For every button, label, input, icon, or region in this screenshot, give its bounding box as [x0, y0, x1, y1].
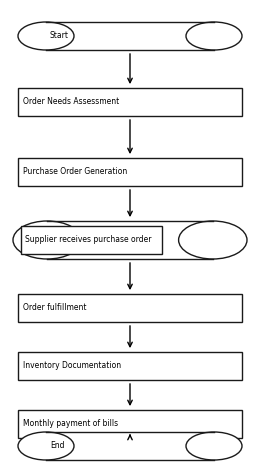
- Ellipse shape: [18, 22, 74, 50]
- Ellipse shape: [13, 221, 81, 259]
- Bar: [18, 158, 242, 186]
- Bar: [21, 226, 161, 254]
- Ellipse shape: [18, 432, 74, 460]
- Text: Order Needs Assessment: Order Needs Assessment: [23, 97, 119, 107]
- Text: End: End: [50, 442, 64, 450]
- Ellipse shape: [179, 221, 247, 259]
- Text: Inventory Documentation: Inventory Documentation: [23, 361, 121, 371]
- Text: Supplier receives purchase order: Supplier receives purchase order: [25, 236, 152, 244]
- Text: Order fulfillment: Order fulfillment: [23, 304, 87, 312]
- Ellipse shape: [186, 432, 242, 460]
- Bar: [46, 22, 214, 50]
- Text: Start: Start: [50, 31, 69, 41]
- Bar: [18, 410, 242, 438]
- Bar: [18, 352, 242, 380]
- Ellipse shape: [186, 22, 242, 50]
- Bar: [18, 88, 242, 116]
- Bar: [46, 432, 214, 460]
- Bar: [18, 294, 242, 322]
- Text: Purchase Order Generation: Purchase Order Generation: [23, 168, 127, 176]
- Bar: [47, 221, 213, 259]
- Text: Monthly payment of bills: Monthly payment of bills: [23, 419, 118, 428]
